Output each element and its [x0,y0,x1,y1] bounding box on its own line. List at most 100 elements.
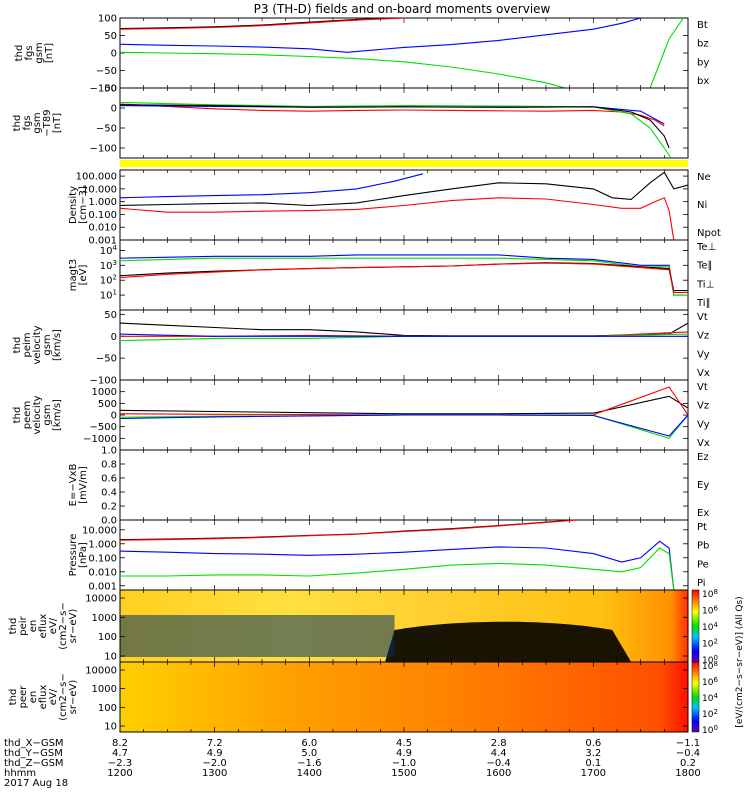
y-axis-label: thd [8,689,19,706]
y-tick-label: 0.6 [101,474,117,485]
series-Vx [120,414,688,437]
legend-Pi: Pi [697,578,706,589]
x-row-value: 1800 [675,768,700,779]
legend-Ti∥: Ti∥ [696,298,711,309]
series-Npot [120,173,424,199]
y-tick-label: 10 [104,652,117,663]
y-axis-label: velocity [32,395,43,434]
y-axis-label: eV/ [48,617,59,634]
y-axis-label: [cm−3] [78,186,89,224]
legend-Ey: Ey [697,480,709,491]
legend-Vz: Vz [697,331,709,342]
spectrogram-dark-region [385,621,632,662]
y-axis-label: (cm2−s− [58,673,69,720]
colorbar-tick: 108 [702,660,718,672]
y-tick-label: 1.0 [101,446,117,457]
series-Vt [120,322,688,337]
panel-frame [119,239,689,311]
x-row-value: 4.5 [396,738,412,749]
legend-by: by [697,57,709,68]
legend-Te⊥: Te⊥ [696,242,716,253]
y-axis-label: gsm [32,112,43,133]
legend-bx: bx [697,76,709,87]
x-row-value: 4.4 [491,748,507,759]
y-axis-label: gsm [34,42,45,63]
panel-frame [119,309,689,381]
y-tick-label: 102 [100,274,117,287]
series-Te⊥ [120,262,688,294]
panel-frame [119,17,689,89]
x-row-value: −1.6 [297,758,321,769]
panel-peim-velocity: 50 0 −50 −100 thd peim velocity gsm [km/s] Vt Vz Vy… [12,309,710,387]
colorbar-label: [eV/(cm2−s−sr−eV)] (All Qs) [735,596,745,727]
status-bar [120,160,688,167]
y-tick-label: −100 [90,84,117,95]
y-axis-label: sr−eV) [68,609,79,644]
series-group [120,101,672,159]
y-tick-label: 0.010 [88,567,117,578]
y-axis-label: −T89 [42,109,53,136]
legend-Ne: Ne [697,172,711,183]
colorbar-tick: 106 [702,676,718,688]
series-by [649,18,684,89]
series-bz [120,103,665,127]
x-row-value: 8.2 [112,738,128,749]
series-Vx [120,333,688,337]
y-tick-label: 0.100 [88,553,117,564]
legend-Ez: Ez [697,452,709,463]
series-group [120,519,675,591]
x-row-value: 4.9 [207,748,223,759]
legend-Pt: Pt [697,522,707,533]
y-axis-label: peer [18,685,29,709]
x-row-value: −2.0 [203,758,227,769]
y-axis-label: thd [12,337,23,354]
legend-Te∥: Te∥ [696,261,713,272]
y-tick-label: 101 [100,289,117,302]
x-axis-labels: thd_X−GSM 8.2 7.2 6.0 4.5 2.8 0.6 −1.1 thd_Y−GSM… [4,738,701,789]
y-tick-label: 0.010 [88,223,117,234]
x-row-value: 1200 [107,768,132,779]
panel-efield: 1.0 0.8 0.6 0.4 0.2 0.0 E=−VxB [mV/m] Ez Ey Ex [68,446,709,527]
x-row-value: −0.4 [676,748,700,759]
y-tick-label: 0 [111,332,117,343]
date-label: 2017 Aug 18 [4,778,68,789]
y-axis-label: Density [68,186,79,224]
series-Vt [120,395,688,415]
y-tick-label: 100 [98,703,117,714]
colorbar-tick: 104 [702,621,718,633]
x-row-value: −1.1 [676,738,700,749]
y-axis-label: en [28,691,39,704]
y-tick-label: 0.4 [101,488,117,499]
y-tick-label: 1000 [92,387,117,398]
y-axis-label: [nT] [52,113,63,133]
panel-peer-en-eflux: 108 106 104 102 100 10000 1000 100 10 thd peer en ef… [8,660,718,736]
x-row-value: 0.2 [680,758,696,769]
panel-fgs: 100 50 0 −50 −100 thd fgs gsm [nT] Bt bz by bx [14,14,709,95]
legend-Npot: Npot [697,228,721,239]
series-group [120,254,688,296]
y-tick-label: 0 [111,411,117,422]
series-Bt [120,18,405,30]
x-row-label: thd_Y−GSM [4,748,63,759]
series-group [120,322,688,342]
series-Pb [120,519,575,541]
x-row-value: 5.0 [301,748,317,759]
series-Ni [120,171,688,207]
y-axis-label: thd [8,618,19,635]
legend-Ni: Ni [697,200,707,211]
series-bx [120,18,641,53]
y-tick-label: 1.000 [88,197,117,208]
colorbar: 108 106 104 102 100 [691,660,718,736]
x-row-value: 1400 [297,768,322,779]
y-axis-label: gsm [42,404,53,425]
legend-Bt: Bt [697,20,708,31]
y-axis-label: E=−VxB [68,464,79,507]
x-row-value: 7.2 [207,738,223,749]
y-tick-label: 10.000 [82,525,117,536]
series-Pi [120,540,675,591]
x-row-value: −2.3 [108,758,132,769]
